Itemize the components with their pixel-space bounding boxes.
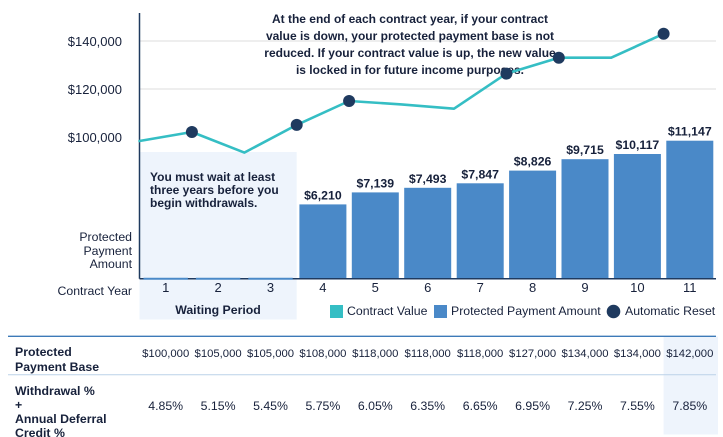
svg-text:value is down, your protected: value is down, your protected payment ba… [266,29,554,43]
svg-text:$118,000: $118,000 [352,348,398,360]
svg-text:$100,000: $100,000 [142,348,189,360]
svg-text:7.55%: 7.55% [620,399,655,413]
svg-text:11: 11 [683,280,697,295]
svg-text:5.75%: 5.75% [305,399,340,413]
svg-text:$127,000: $127,000 [509,348,556,360]
svg-text:6.05%: 6.05% [358,399,393,413]
svg-text:$134,000: $134,000 [614,348,661,360]
svg-text:$140,000: $140,000 [68,34,122,49]
svg-text:$10,117: $10,117 [616,138,660,152]
svg-text:4.85%: 4.85% [148,399,183,413]
svg-text:$7,493: $7,493 [409,172,447,186]
svg-text:$9,715: $9,715 [566,143,604,157]
svg-text:Contract Value: Contract Value [347,304,428,318]
svg-text:begin withdrawals.: begin withdrawals. [150,196,257,210]
svg-text:6: 6 [424,280,431,295]
svg-text:is locked in for future income: is locked in for future income purposes. [296,63,524,77]
svg-text:6.35%: 6.35% [410,399,445,413]
svg-text:1: 1 [162,280,169,295]
svg-text:5.15%: 5.15% [201,399,236,413]
svg-text:$105,000: $105,000 [195,348,242,360]
svg-text:$142,000: $142,000 [666,348,713,360]
svg-text:three years before you: three years before you [150,183,279,197]
svg-text:$134,000: $134,000 [561,348,608,360]
svg-text:$120,000: $120,000 [68,82,122,97]
svg-text:9: 9 [581,280,588,295]
svg-text:7.85%: 7.85% [672,399,707,413]
svg-text:5.45%: 5.45% [253,399,288,413]
svg-text:5: 5 [372,280,379,295]
svg-text:$7,139: $7,139 [356,176,394,190]
svg-text:6.65%: 6.65% [463,399,498,413]
svg-text:$6,210: $6,210 [304,188,342,202]
svg-text:$7,847: $7,847 [461,167,499,181]
svg-text:7.25%: 7.25% [568,399,603,413]
svg-text:$8,826: $8,826 [514,155,552,169]
svg-text:Protected Payment Amount: Protected Payment Amount [451,304,601,318]
svg-text:Automatic Reset: Automatic Reset [625,304,716,318]
svg-text:At the end of each contract ye: At the end of each contract year, if you… [272,12,548,26]
svg-text:$100,000: $100,000 [68,130,122,145]
svg-text:4: 4 [319,280,326,295]
svg-text:10: 10 [630,280,644,295]
svg-text:reduced. If your contract valu: reduced. If your contract value is up, t… [264,46,556,60]
svg-text:$11,147: $11,147 [668,125,712,139]
svg-text:$108,000: $108,000 [299,348,346,360]
svg-text:6.95%: 6.95% [515,399,550,413]
svg-text:You must wait at least: You must wait at least [150,170,275,184]
svg-text:$118,000: $118,000 [457,348,503,360]
svg-text:7: 7 [477,280,484,295]
svg-text:$118,000: $118,000 [405,348,451,360]
svg-text:$105,000: $105,000 [247,348,294,360]
svg-text:8: 8 [529,280,536,295]
svg-text:3: 3 [267,280,274,295]
svg-text:2: 2 [214,280,221,295]
